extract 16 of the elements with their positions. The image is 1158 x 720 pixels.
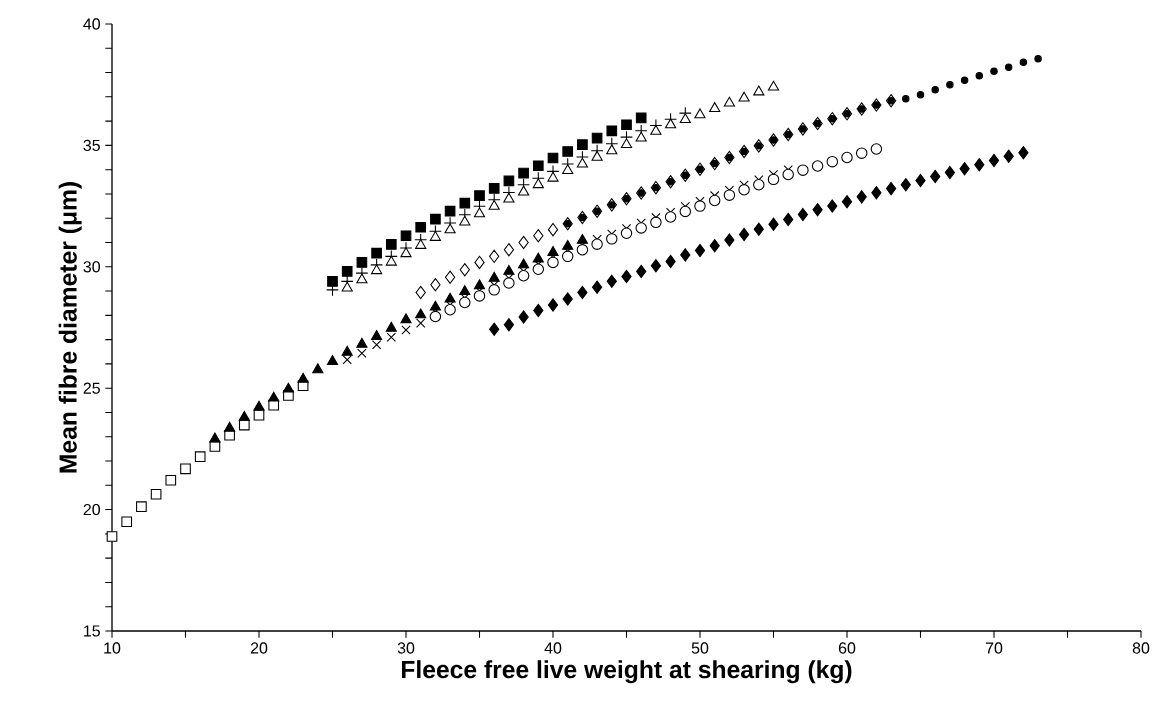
y-tick-label: 25 (83, 382, 100, 394)
y-tick-label: 35 (83, 139, 100, 152)
x-axis-title: Fleece free live weight at shearing (kg) (401, 660, 852, 684)
x-tick-label: 20 (250, 642, 268, 654)
x-tick-label: 60 (838, 642, 856, 654)
x-tick-label: 80 (1132, 642, 1150, 654)
x-tick-label: 50 (691, 642, 709, 654)
y-tick-label: 40 (83, 18, 101, 30)
y-tick-label: 30 (83, 261, 101, 273)
y-tick-label: 20 (83, 503, 101, 516)
x-tick-label: 70 (985, 642, 1003, 654)
x-tick-label: 40 (544, 642, 562, 654)
x-tick-label: 10 (104, 642, 121, 654)
x-tick-label: 30 (397, 642, 415, 654)
y-tick-label: 15 (84, 625, 100, 637)
y-axis-title: Mean fibre diameter (μm) (58, 182, 82, 473)
